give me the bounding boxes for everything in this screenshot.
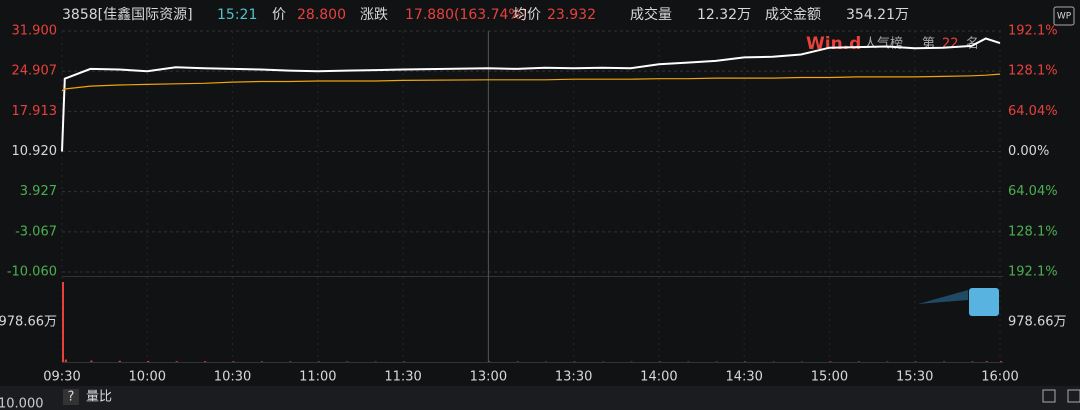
change-label: 涨跌 (360, 7, 388, 23)
x-tick-label: 16:00 (981, 370, 1018, 385)
volume-bar (62, 282, 64, 362)
y2-tick-label: 64.04% (1008, 184, 1058, 199)
x-tick-label: 11:00 (299, 370, 336, 385)
avg: 23.932 (547, 7, 596, 23)
volume-tick-label: 978.66万 (1008, 315, 1067, 330)
y2-tick-label: 0.00% (1008, 144, 1049, 159)
price-line (61, 37, 1001, 152)
volume-tick-label: 978.66万 (0, 315, 57, 330)
axis-line (62, 362, 1003, 363)
y-tick-label: 10.920 (12, 144, 58, 159)
volume-bar (260, 361, 263, 362)
price-line (61, 73, 1001, 92)
help-box[interactable] (63, 389, 79, 405)
volume-bar (204, 361, 207, 362)
volume-bar (289, 361, 292, 362)
volume-bar (1000, 361, 1002, 362)
y2-tick-label: 192.1% (1008, 24, 1058, 39)
x-tick-label: 09:30 (43, 370, 80, 385)
y-tick-label: 31.900 (12, 24, 58, 39)
code-name: 3858[佳鑫国际资源] (62, 6, 193, 23)
volume-bar (118, 360, 121, 362)
volume-bar (971, 361, 974, 362)
window-btn[interactable] (1042, 389, 1056, 403)
x-tick-label: 13:30 (555, 370, 592, 385)
y-tick-label: -10.060 (7, 265, 57, 280)
volume-bar (90, 360, 93, 362)
avg-label: 均价 (513, 7, 541, 23)
help[interactable]: ? (68, 390, 75, 405)
amount: 354.21万 (846, 7, 909, 23)
rank-number: 22 (942, 37, 959, 52)
volume-bar (985, 361, 988, 362)
x-tick-label: 15:00 (811, 370, 848, 385)
footer-bar (0, 386, 1080, 410)
panel-separator (62, 276, 1003, 277)
y-tick-label: 24.907 (12, 64, 58, 79)
y-tick-label: 3.927 (20, 184, 57, 199)
price-label: 价 (272, 7, 286, 23)
x-tick-label: 11:30 (384, 370, 421, 385)
x-tick-label: 10:30 (214, 370, 251, 385)
float-icon[interactable] (969, 288, 999, 316)
volume-bar (64, 359, 67, 362)
x-tick-label: 14:30 (725, 370, 762, 385)
volume-bar (829, 361, 832, 362)
volume-bar (488, 361, 491, 362)
volume-bar (147, 360, 150, 362)
y-tick-label: -3.067 (15, 224, 57, 239)
rank-suffix: 名 (966, 36, 979, 52)
badge[interactable]: WP (1057, 12, 1072, 22)
window-btn[interactable] (1067, 389, 1080, 403)
change: 17.880(163.74%) (405, 7, 527, 23)
volume: 12.32万 (697, 7, 751, 23)
badge-box[interactable] (1053, 6, 1075, 26)
amount-label: 成交金额 (765, 6, 821, 23)
rank-prefix: 第 (922, 37, 935, 52)
price: 28.800 (297, 7, 346, 23)
x-tick-label: 14:00 (640, 370, 677, 385)
y-tick-label: 17.913 (12, 104, 58, 119)
float-icon-trail (918, 290, 968, 304)
y2-tick-label: 64.04% (1008, 104, 1058, 119)
rank-label: 人气榜 (864, 36, 903, 52)
indicator-value: 10.000 (0, 397, 44, 410)
indicator[interactable]: 量比 (86, 390, 112, 405)
time: 15:21 (217, 7, 257, 23)
x-tick-label: 13:00 (470, 370, 507, 385)
x-tick-label: 15:30 (896, 370, 933, 385)
volume-bar (232, 361, 235, 362)
y2-tick-label: 128.1% (1008, 64, 1058, 79)
volume-label: 成交量 (630, 6, 672, 23)
y2-tick-label: 128.1% (1008, 224, 1058, 239)
y2-tick-label: 192.1% (1008, 265, 1058, 280)
x-tick-label: 10:00 (129, 370, 166, 385)
volume-bar (175, 361, 178, 362)
